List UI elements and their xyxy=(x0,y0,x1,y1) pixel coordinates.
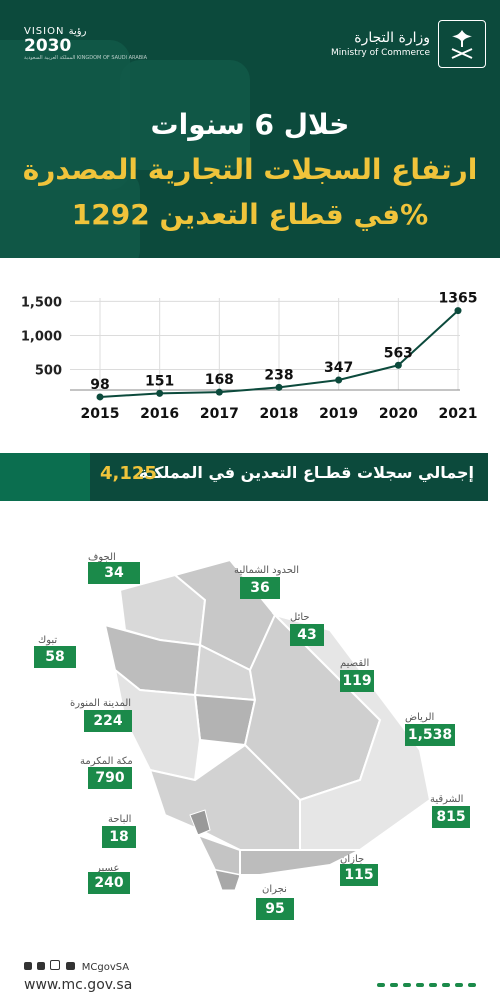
region-name-label: مكة المكرمة xyxy=(80,756,133,767)
region-value-box: 224 xyxy=(84,710,132,732)
title-line-2: ارتفاع السجلات التجارية المصدرة xyxy=(22,153,478,186)
region-value-box: 18 xyxy=(102,826,136,848)
region-name-label: الشرقية xyxy=(430,794,464,805)
decor-shape xyxy=(120,60,250,170)
region-value-box: 36 xyxy=(240,577,280,599)
data-point xyxy=(156,389,164,397)
data-point xyxy=(275,383,283,391)
region-value-box: 119 xyxy=(340,670,374,692)
banner-accent xyxy=(0,453,90,501)
total-banner-number: 4,125 xyxy=(100,463,157,484)
total-banner-text: إجمالي سجلات قطـاع التعدين في المملكـة xyxy=(138,463,474,482)
social-handle: MCgovSA xyxy=(81,962,130,973)
region-shape-baha xyxy=(189,809,211,836)
title-line-3: في قطاع التعدين 1292% xyxy=(71,198,429,231)
website-link[interactable]: www.mc.gov.sa xyxy=(24,977,133,993)
region-name-label: المدينة المنورة xyxy=(70,698,132,709)
vision-subtitle: المملكة العربية السعودية KINGDOM OF SAUD… xyxy=(24,55,148,61)
data-label: 151 xyxy=(145,373,174,389)
x-tick-label: 2018 xyxy=(260,406,299,422)
data-label: 563 xyxy=(384,345,413,361)
y-tick-label: 1,000 xyxy=(21,329,62,344)
saudi-map xyxy=(103,558,432,891)
vision-top-text: VISION رؤية xyxy=(24,26,87,37)
data-point xyxy=(335,376,343,384)
region-value-box: 790 xyxy=(88,767,132,789)
decor-dots xyxy=(377,983,476,987)
region-name-label: الحدود الشمالية xyxy=(234,565,299,576)
header-banner: VISION رؤية 2030 المملكة العربية السعودي… xyxy=(0,0,500,258)
region-name-label: الباحة xyxy=(108,814,132,825)
region-value-box: 1,538 xyxy=(405,724,455,746)
data-label: 347 xyxy=(324,360,353,376)
social-row: MCgovSA xyxy=(24,960,129,973)
data-point xyxy=(96,393,104,401)
vision-year: 2030 xyxy=(24,36,72,56)
x-tick-label: 2021 xyxy=(439,406,478,422)
instagram-icon[interactable] xyxy=(50,960,61,970)
x-tick-label: 2016 xyxy=(140,406,179,422)
footer: MCgovSA www.mc.gov.sa xyxy=(0,955,500,1007)
title-line-1: خلال 6 سنوات xyxy=(150,108,350,141)
data-label: 98 xyxy=(90,377,109,393)
x-tick-label: 2017 xyxy=(200,406,239,422)
region-name-label: تبوك xyxy=(38,635,58,646)
region-value-box: 34 xyxy=(88,562,140,584)
region-value-box: 43 xyxy=(290,624,324,646)
region-shape-jazan xyxy=(214,869,241,891)
region-name-label: حائل xyxy=(290,612,310,623)
line-chart: 1,500 1,000 500 98 2015 151 2016 168 2017 238 2018… xyxy=(21,291,478,422)
region-name-label: جازان xyxy=(340,854,365,865)
data-label: 238 xyxy=(264,367,293,383)
twitter-icon[interactable] xyxy=(24,962,32,970)
region-name-label: عسير xyxy=(96,863,120,874)
decor-shape xyxy=(0,40,130,190)
y-tick-label: 500 xyxy=(35,364,62,379)
region-name-label: الجوف xyxy=(88,552,116,563)
data-point xyxy=(215,388,223,396)
region-value-box: 58 xyxy=(34,646,76,668)
region-name-label: نجران xyxy=(262,884,287,895)
region-name-label: الرياض xyxy=(405,712,435,723)
region-value-box: 240 xyxy=(88,872,130,894)
region-shape-najran xyxy=(239,849,361,876)
y-tick-label: 1,500 xyxy=(21,295,62,310)
data-point xyxy=(394,361,402,369)
youtube-icon[interactable] xyxy=(65,962,75,970)
x-tick-label: 2019 xyxy=(319,406,358,422)
facebook-icon[interactable] xyxy=(37,962,46,970)
region-value-box: 95 xyxy=(256,898,294,920)
x-tick-label: 2015 xyxy=(81,406,120,422)
ministry-name-ar: وزارة التجارة xyxy=(354,30,430,46)
ministry-emblem-icon xyxy=(438,20,486,68)
region-value-box: 815 xyxy=(432,806,470,828)
total-banner: إجمالي سجلات قطـاع التعدين في المملكـة xyxy=(90,453,488,501)
ministry-name-en: Ministry of Commerce xyxy=(331,48,430,58)
data-label: 1365 xyxy=(439,291,478,307)
region-value-box: 115 xyxy=(340,864,378,886)
region-name-label: القصيم xyxy=(340,658,370,669)
data-label: 168 xyxy=(205,372,234,388)
data-point xyxy=(454,307,462,315)
decor-shape xyxy=(0,170,140,258)
vision-2030-logo: VISION رؤية 2030 المملكة العربية السعودي… xyxy=(24,26,147,61)
x-tick-label: 2020 xyxy=(379,406,418,422)
